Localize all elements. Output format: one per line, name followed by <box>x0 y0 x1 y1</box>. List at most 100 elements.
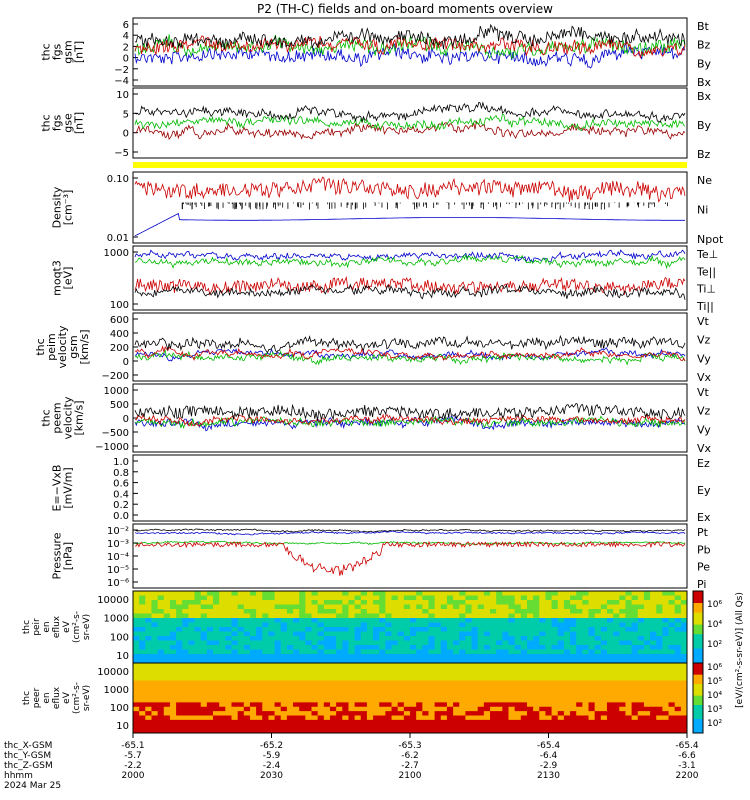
heat-cell <box>637 649 645 655</box>
ephem-value: -65.4 <box>675 741 699 751</box>
heat-cell <box>169 724 177 730</box>
heat-cell <box>680 591 688 596</box>
heat-cell <box>403 613 411 619</box>
heat-cell <box>643 627 651 632</box>
heat-cell <box>329 724 337 730</box>
heat-cell <box>139 649 146 655</box>
heat-cell <box>440 671 448 677</box>
colorbar-tick-label: 10⁶ <box>707 663 722 673</box>
heat-cell <box>305 609 313 614</box>
heat-cell <box>329 698 337 703</box>
heat-cell <box>329 600 337 605</box>
heat-cell <box>502 676 509 681</box>
heat-cell <box>606 649 614 655</box>
heat-cell <box>483 689 491 695</box>
heat-cell <box>373 658 380 664</box>
heat-cell <box>293 693 300 699</box>
heat-cell <box>311 609 319 614</box>
heat-cell <box>293 663 300 668</box>
heat-cell <box>668 698 676 703</box>
heat-cell <box>157 711 165 716</box>
heat-cell <box>397 618 405 623</box>
heat-cell <box>188 689 196 695</box>
series-line <box>134 334 686 354</box>
heat-cell <box>329 609 337 614</box>
series-line <box>134 540 686 576</box>
heat-cell <box>514 631 522 637</box>
heat-cell <box>286 719 294 725</box>
heat-cell <box>613 658 620 664</box>
heat-cell <box>514 719 522 725</box>
heat-cell <box>354 689 362 695</box>
heat-cell <box>637 658 645 664</box>
heat-cell <box>336 693 343 699</box>
heat-cell <box>286 640 294 646</box>
heat-cell <box>256 631 263 637</box>
heat-cell <box>243 676 251 681</box>
heat-cell <box>502 715 509 721</box>
heat-cell <box>434 680 442 686</box>
heat-cell <box>631 640 639 646</box>
heat-cell <box>416 609 423 614</box>
heat-cell <box>182 719 189 725</box>
heat-cell <box>496 706 503 712</box>
heat-cell <box>163 613 171 619</box>
heat-cell <box>606 667 614 673</box>
heat-cell <box>625 631 633 637</box>
heat-cell <box>440 609 448 614</box>
heat-cell <box>200 689 208 695</box>
heat-cell <box>348 649 356 655</box>
heat-cell <box>249 684 257 690</box>
colorbar-label: [eV/(cm²-s-sr-eV)] (All Qs) <box>735 592 745 708</box>
heat-cell <box>305 698 313 703</box>
heat-cell <box>520 613 528 619</box>
heat-cell <box>194 622 202 628</box>
heat-cell <box>317 676 325 681</box>
heat-cell <box>206 667 214 673</box>
y-axis-label: moqt3[eV] <box>51 260 75 296</box>
heat-cell <box>662 591 670 596</box>
heat-cell <box>188 613 196 619</box>
heat-cell <box>613 649 620 655</box>
heat-cell <box>453 663 460 668</box>
heat-cell <box>533 640 540 646</box>
colorbar-cell <box>693 705 703 708</box>
heat-cell <box>477 631 485 637</box>
heat-cell <box>514 654 522 659</box>
y-axis-label-line: [nPa] <box>62 542 75 570</box>
heat-cell <box>637 627 645 632</box>
heat-cell <box>151 609 159 614</box>
heat-cell <box>342 609 349 614</box>
heat-cell <box>551 618 559 623</box>
heat-cell <box>213 711 220 716</box>
heat-cell <box>520 591 528 596</box>
heat-cell <box>262 609 269 614</box>
heat-cell <box>145 654 152 659</box>
panel-6: thcpeemvelocity[km/s]10005000−500−1000Vt… <box>40 383 712 455</box>
heat-cell <box>243 698 251 703</box>
heat-cell <box>385 680 393 686</box>
heat-cell <box>434 684 442 690</box>
heat-cell <box>133 711 140 716</box>
heat-cell <box>237 649 245 655</box>
heat-cell <box>323 636 331 641</box>
heat-cell <box>139 724 146 730</box>
heat-cell <box>428 618 436 623</box>
heat-cell <box>508 676 516 681</box>
heat-cell <box>145 595 152 601</box>
colorbar-cell <box>693 672 703 676</box>
heat-cell <box>379 684 386 690</box>
heat-cell <box>471 595 479 601</box>
heat-cell <box>157 604 165 610</box>
heat-cell <box>379 698 386 703</box>
heat-cell <box>570 676 577 681</box>
heat-cell <box>354 636 362 641</box>
heat-cell <box>237 604 245 610</box>
heat-cell <box>342 640 349 646</box>
heat-cell <box>662 627 670 632</box>
heat-cell <box>280 640 288 646</box>
heat-cell <box>274 671 282 677</box>
heat-cell <box>508 613 516 619</box>
heat-cell <box>674 663 682 668</box>
heat-cell <box>305 693 313 699</box>
